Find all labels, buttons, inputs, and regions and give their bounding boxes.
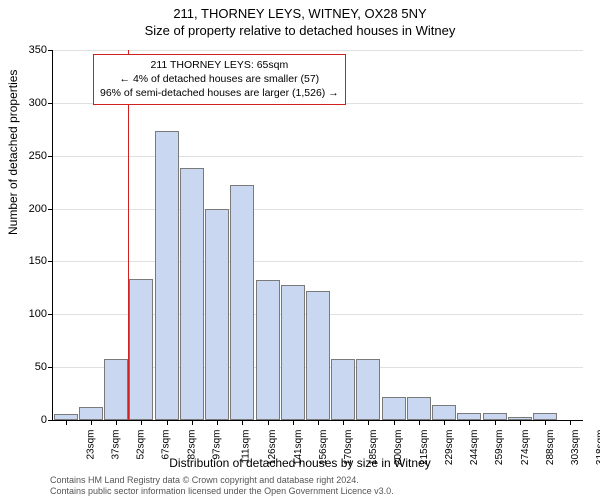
histogram-bar <box>356 359 380 420</box>
histogram-bar <box>281 285 305 420</box>
histogram-bar <box>180 168 204 420</box>
y-tick-label: 350 <box>29 44 47 56</box>
attribution-line-1: Contains HM Land Registry data © Crown c… <box>50 475 394 486</box>
histogram-bar <box>533 413 557 420</box>
callout-line-1: 211 THORNEY LEYS: 65sqm <box>100 58 339 72</box>
y-tick-label: 150 <box>29 255 47 267</box>
page-title: 211, THORNEY LEYS, WITNEY, OX28 5NY <box>0 0 600 21</box>
y-tick <box>48 261 53 262</box>
gridline <box>53 209 583 210</box>
x-tick <box>495 420 496 425</box>
y-tick <box>48 156 53 157</box>
x-tick <box>66 420 67 425</box>
x-tick <box>520 420 521 425</box>
histogram-bar <box>457 413 481 420</box>
histogram-bar <box>104 359 128 420</box>
histogram-bar <box>407 397 431 420</box>
y-tick <box>48 314 53 315</box>
x-tick <box>444 420 445 425</box>
histogram-bar <box>382 397 406 420</box>
y-tick <box>48 420 53 421</box>
y-tick-label: 250 <box>29 150 47 162</box>
x-tick <box>217 420 218 425</box>
x-tick <box>469 420 470 425</box>
x-tick <box>343 420 344 425</box>
histogram-bar <box>79 407 103 420</box>
attribution: Contains HM Land Registry data © Crown c… <box>50 475 394 497</box>
histogram-bar <box>432 405 456 420</box>
x-tick-label: 82sqm <box>186 430 197 460</box>
x-tick <box>545 420 546 425</box>
chart-area: 211 THORNEY LEYS: 65sqm ← 4% of detached… <box>52 50 583 421</box>
gridline <box>53 261 583 262</box>
histogram-bar <box>155 131 179 420</box>
callout-line-2: ← 4% of detached houses are smaller (57) <box>100 72 339 86</box>
attribution-line-2: Contains public sector information licen… <box>50 486 394 497</box>
histogram-bar <box>205 209 229 420</box>
callout-box: 211 THORNEY LEYS: 65sqm ← 4% of detached… <box>93 54 346 105</box>
x-tick-label: 97sqm <box>211 430 222 460</box>
x-tick-label: 67sqm <box>161 430 172 460</box>
y-tick-label: 100 <box>29 308 47 320</box>
x-tick <box>192 420 193 425</box>
y-tick <box>48 50 53 51</box>
x-axis-title: Distribution of detached houses by size … <box>0 456 600 470</box>
y-tick-label: 50 <box>35 361 47 373</box>
y-tick-label: 300 <box>29 97 47 109</box>
x-tick <box>268 420 269 425</box>
x-tick <box>242 420 243 425</box>
x-tick <box>368 420 369 425</box>
x-tick <box>570 420 571 425</box>
page-subtitle: Size of property relative to detached ho… <box>0 21 600 38</box>
x-tick <box>91 420 92 425</box>
y-tick <box>48 103 53 104</box>
x-tick <box>394 420 395 425</box>
histogram-bar <box>129 279 153 420</box>
gridline <box>53 50 583 51</box>
x-tick-label: 52sqm <box>136 430 147 460</box>
y-tick-label: 0 <box>41 414 47 426</box>
x-tick-label: 23sqm <box>85 430 96 460</box>
histogram-bar <box>230 185 254 420</box>
histogram-bar <box>331 359 355 420</box>
x-tick <box>318 420 319 425</box>
y-axis-title: Number of detached properties <box>6 70 20 235</box>
property-marker-line <box>128 50 130 420</box>
y-tick <box>48 209 53 210</box>
histogram-bar <box>256 280 280 420</box>
y-tick <box>48 367 53 368</box>
y-tick-label: 200 <box>29 203 47 215</box>
x-tick <box>141 420 142 425</box>
histogram-bar <box>483 413 507 420</box>
x-tick <box>116 420 117 425</box>
x-tick <box>293 420 294 425</box>
gridline <box>53 156 583 157</box>
callout-line-3: 96% of semi-detached houses are larger (… <box>100 86 339 100</box>
x-tick-label: 37sqm <box>110 430 121 460</box>
histogram-bar <box>306 291 330 420</box>
x-tick <box>419 420 420 425</box>
x-tick <box>167 420 168 425</box>
